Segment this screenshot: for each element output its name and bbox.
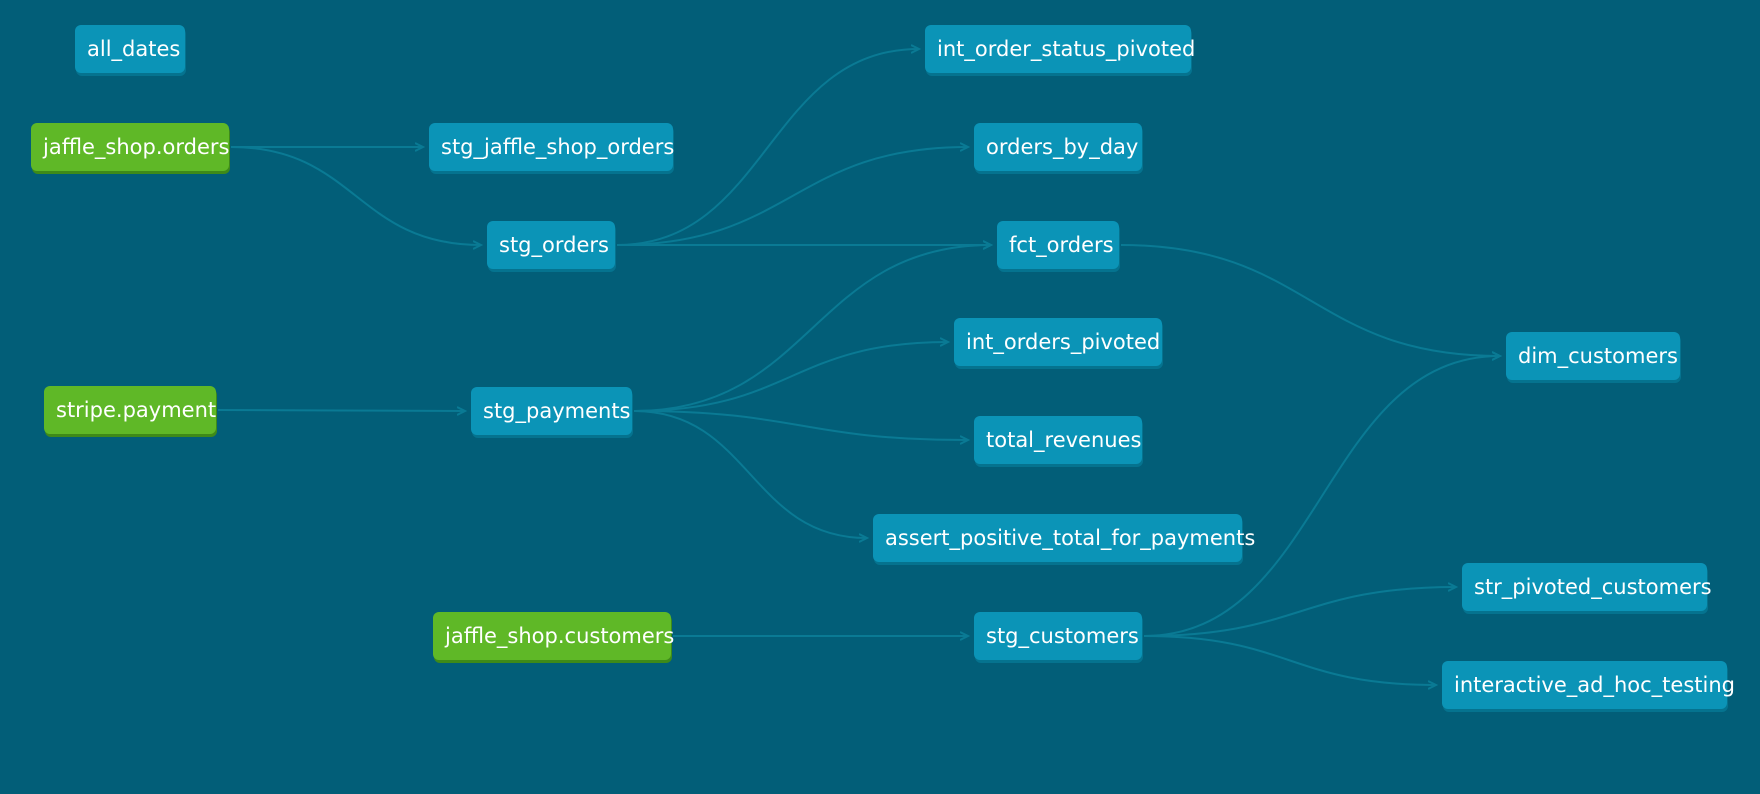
node-orders-by-day[interactable]: orders_by_day — [974, 123, 1142, 171]
edge-jaffle_shop_orders-to-stg_orders — [230, 146, 481, 245]
edge-fct_orders-to-dim_customers — [1120, 244, 1500, 356]
source-stripe-payment[interactable]: stripe.payment — [44, 386, 216, 434]
edge-stg_payments-to-assert_positive_total_for_payments — [633, 410, 867, 538]
node-assert-positive-total-for-payments[interactable]: assert_positive_total_for_payments — [873, 514, 1255, 562]
node-interactive-ad-hoc-testing[interactable]: interactive_ad_hoc_testing — [1442, 661, 1735, 709]
node-stg-customers[interactable]: stg_customers — [974, 612, 1142, 660]
edge-stg_payments-to-int_orders_pivoted — [633, 342, 948, 412]
edge-stg_payments-to-fct_orders — [633, 245, 991, 412]
node-stg-jaffle-shop-orders[interactable]: stg_jaffle_shop_orders — [429, 123, 674, 171]
edge-stg_customers-to-interactive_ad_hoc_testing — [1143, 635, 1436, 685]
edge-stg_orders-to-orders_by_day — [616, 147, 968, 246]
node-dim-customers[interactable]: dim_customers — [1506, 332, 1680, 380]
edge-stripe_payment-to-stg_payments — [217, 410, 465, 411]
node-all-dates[interactable]: all_dates — [75, 25, 185, 73]
edge-stg_orders-to-int_order_status_pivoted — [616, 49, 919, 246]
node-stg-orders[interactable]: stg_orders — [487, 221, 615, 269]
edge-stg_payments-to-total_revenues — [633, 410, 968, 440]
node-int-orders-pivoted[interactable]: int_orders_pivoted — [954, 318, 1162, 366]
source-jaffle-shop-orders[interactable]: jaffle_shop.orders — [31, 123, 229, 171]
node-fct-orders[interactable]: fct_orders — [997, 221, 1119, 269]
node-int-order-status-pivoted[interactable]: int_order_status_pivoted — [925, 25, 1195, 73]
node-total-revenues[interactable]: total_revenues — [974, 416, 1142, 464]
edge-stg_customers-to-str_pivoted_customers — [1143, 587, 1456, 637]
source-jaffle-shop-customers[interactable]: jaffle_shop.customers — [433, 612, 674, 660]
edge-stg_customers-to-dim_customers — [1143, 356, 1500, 637]
node-str-pivoted-customers[interactable]: str_pivoted_customers — [1462, 563, 1712, 611]
node-stg-payments[interactable]: stg_payments — [471, 387, 632, 435]
